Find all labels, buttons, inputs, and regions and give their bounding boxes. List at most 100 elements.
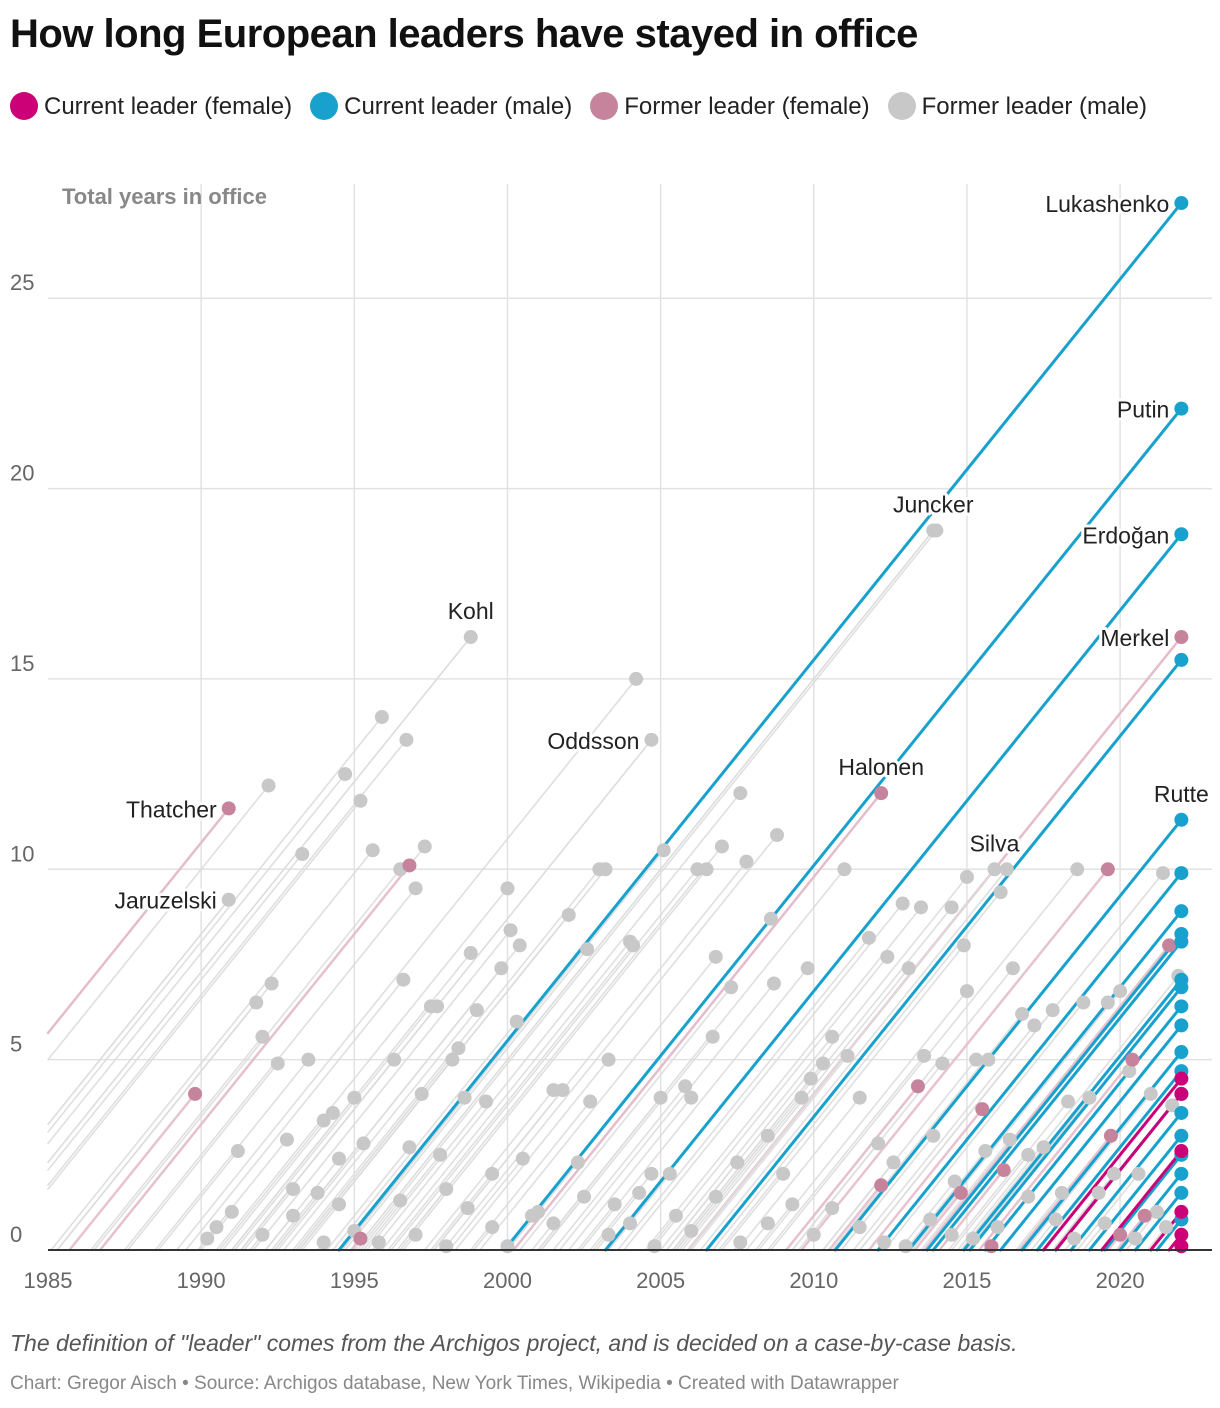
former-male-line: [518, 986, 732, 1251]
current-male-line: [1020, 1050, 1183, 1252]
current-male-point: [1174, 652, 1189, 667]
former-male-line: [433, 860, 748, 1251]
former-male-line: [791, 1062, 944, 1251]
former-male-point: [999, 862, 1014, 877]
former-male-line: [221, 1112, 334, 1251]
former-male-point: [200, 1231, 215, 1246]
former-male-line: [252, 929, 512, 1251]
former-male-line: [956, 975, 1180, 1251]
former-male-line: [454, 1058, 610, 1251]
former-male-line: [822, 1058, 977, 1251]
former-male-line: [283, 1009, 478, 1251]
named-leader-point: [926, 523, 941, 538]
former-male-line: [50, 849, 374, 1251]
former-male-point: [430, 999, 445, 1014]
former-male-point: [959, 869, 974, 884]
former-male-point: [374, 710, 389, 724]
former-female-point: [1113, 1227, 1128, 1242]
current-male-point: [1174, 904, 1189, 919]
former-male-point: [433, 1147, 448, 1162]
legend-item-current-male[interactable]: Current leader (male): [310, 88, 572, 126]
former-male-point: [485, 1166, 500, 1181]
former-male-point: [1155, 866, 1170, 881]
y-tick-label: 15: [10, 651, 34, 676]
former-male-point: [500, 881, 515, 896]
leader-label-halo: Halonen: [838, 754, 924, 780]
leader-label-halo: Juncker: [893, 491, 974, 517]
former-male-point: [944, 900, 959, 915]
legend-item-current-female[interactable]: Current leader (female): [10, 88, 292, 126]
former-male-point: [1128, 1231, 1143, 1246]
former-male-point: [880, 949, 895, 964]
former-male-point: [969, 1052, 984, 1067]
former-male-line: [1015, 1192, 1063, 1251]
legend-swatch-current-male: [310, 92, 339, 120]
former-male-line: [126, 1062, 279, 1251]
legend-label-former-male: Former leader (male): [921, 93, 1147, 120]
chart-title: How long European leaders have stayed in…: [10, 12, 918, 56]
former-male-line: [690, 1055, 849, 1251]
former-male-point: [577, 1189, 592, 1204]
former-male-point: [494, 961, 509, 976]
former-male-point: [1165, 1098, 1180, 1113]
current-male-point: [1174, 980, 1189, 995]
former-male-line: [1024, 1093, 1152, 1251]
chart-area: LukashenkoLukashenkoPutinPutinErdoğanErd…: [10, 184, 1212, 1293]
former-male-point: [990, 1220, 1005, 1235]
former-male-line: [387, 944, 634, 1251]
former-female-point: [402, 858, 417, 873]
former-female-point: [1137, 1208, 1152, 1223]
former-male-point: [1036, 1140, 1051, 1155]
current-male-line: [999, 1023, 1183, 1252]
former-male-point: [353, 793, 368, 808]
footnote: The definition of "leader" comes from th…: [10, 1330, 1018, 1356]
former-male-point: [249, 995, 264, 1010]
former-male-point: [255, 1227, 270, 1242]
leader-label-halo: Thatcher: [126, 796, 217, 822]
former-male-point: [1091, 1185, 1106, 1200]
former-male-point: [760, 1128, 775, 1143]
former-male-line: [911, 990, 1121, 1251]
former-male-point: [555, 1083, 570, 1098]
former-male-point: [209, 1220, 224, 1235]
legend-swatch-former-male: [887, 92, 916, 120]
trajectory-lines: [46, 201, 1183, 1252]
former-male-point: [512, 938, 527, 953]
x-tick-label: 2000: [483, 1268, 532, 1293]
former-female-point: [984, 1239, 999, 1254]
former-male-point: [803, 1071, 818, 1086]
former-male-line: [157, 1150, 239, 1251]
data-points: [188, 196, 1189, 1254]
former-male-point: [279, 1132, 294, 1147]
former-male-line: [448, 1157, 524, 1251]
former-female-point: [874, 1178, 889, 1193]
leader-label: Thatcher: [126, 796, 217, 822]
leader-label-halo: Jaruzelski: [114, 888, 216, 914]
former-male-line: [430, 1173, 493, 1251]
former-male-point: [1002, 1132, 1017, 1147]
former-male-point: [714, 839, 729, 854]
legend-item-former-female[interactable]: Former leader (female): [590, 88, 870, 126]
former-male-point: [914, 900, 928, 915]
named-leader-line: [46, 807, 230, 1035]
former-male-point: [524, 1208, 539, 1223]
former-male-point: [457, 1090, 472, 1105]
former-male-line: [678, 1096, 803, 1251]
former-male-line: [47, 773, 346, 1145]
former-male-line: [365, 1100, 487, 1251]
former-male-line: [540, 1195, 585, 1251]
former-male-line: [506, 1161, 579, 1251]
current-female-point: [1174, 1239, 1189, 1254]
current-male-point: [1174, 1045, 1189, 1060]
former-male-point: [255, 1029, 270, 1044]
former-male-point: [993, 885, 1008, 900]
former-male-point: [365, 843, 380, 858]
former-male-line: [243, 1188, 294, 1251]
former-male-line: [215, 887, 509, 1251]
former-male-line: [442, 834, 778, 1251]
former-female-line: [98, 864, 411, 1252]
former-male-point: [417, 839, 432, 854]
former-male-line: [754, 1203, 794, 1251]
legend-item-former-male[interactable]: Former leader (male): [887, 88, 1147, 126]
x-tick-label: 2005: [636, 1268, 685, 1293]
